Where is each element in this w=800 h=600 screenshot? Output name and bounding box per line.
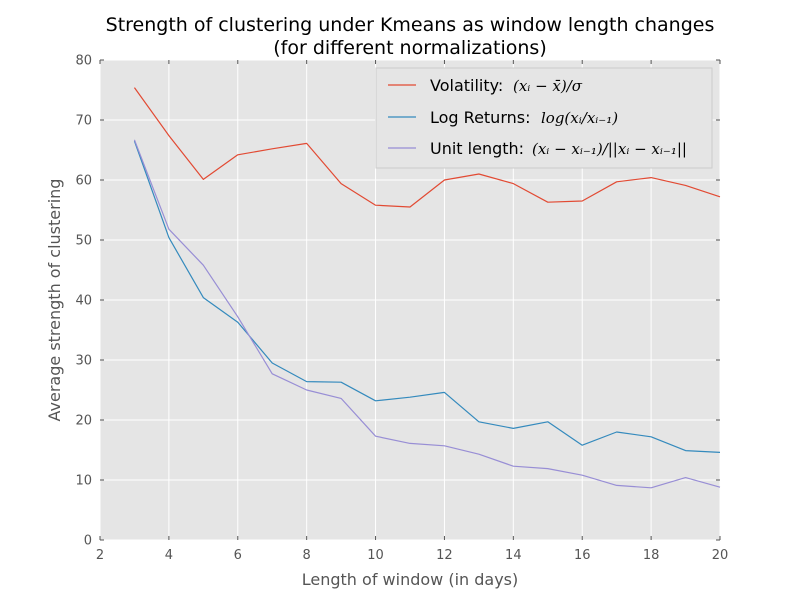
x-tick-label: 14: [505, 548, 522, 563]
chart-title: Strength of clustering under Kmeans as w…: [106, 14, 715, 36]
x-tick-label: 8: [303, 548, 311, 563]
legend-box: [375, 67, 713, 169]
x-tick-label: 2: [96, 548, 104, 563]
series-layer: [133, 87, 721, 489]
legend-label-unit-length: Unit length:: [430, 139, 524, 158]
x-tick-label: 10: [367, 548, 384, 563]
series-line-unit-length: [133, 139, 721, 489]
legend-formula-log-returns: log(xᵢ/xᵢ₋₁): [541, 109, 618, 127]
x-tick-label: 16: [574, 548, 591, 563]
legend-formula-unit-length: (xᵢ − xᵢ₋₁)/||xᵢ − xᵢ₋₁||: [532, 140, 687, 158]
series-line-volatility: [133, 87, 721, 208]
y-tick-label: 70: [75, 114, 92, 129]
legend-entry-volatility: Volatility: (xᵢ − x̄)/σ: [388, 76, 583, 95]
x-tick-label: 4: [165, 548, 173, 563]
x-axis-label: Length of window (in days): [302, 570, 519, 589]
legend-entry-log-returns: Log Returns: log(xᵢ/xᵢ₋₁): [388, 108, 618, 127]
y-axis-label: Average strength of clustering: [45, 179, 64, 422]
y-tick-label: 50: [75, 234, 92, 249]
legend-entry-unit-length: Unit length: (xᵢ − xᵢ₋₁)/||xᵢ − xᵢ₋₁||: [388, 139, 687, 158]
y-tick-label: 60: [75, 174, 92, 189]
x-tick-label: 18: [643, 548, 660, 563]
x-tick-label: 6: [234, 548, 242, 563]
x-tick-label: 12: [436, 548, 453, 563]
y-tick-label: 20: [75, 414, 92, 429]
y-tick-label: 80: [75, 54, 92, 69]
series-line-log-returns: [133, 140, 721, 453]
legend-label-log-returns: Log Returns:: [430, 108, 530, 127]
legend-formula-volatility: (xᵢ − x̄)/σ: [513, 77, 583, 95]
y-tick-label: 40: [75, 294, 92, 309]
legend: Volatility: (xᵢ − x̄)/σ Log Returns: log…: [375, 67, 713, 169]
axis-ticks: 2 4 6 8 10 12 14 16 18 20 0 10 20 30 40 50 60 70 80: [75, 54, 728, 564]
y-tick-label: 0: [84, 534, 92, 549]
y-tick-label: 30: [75, 354, 92, 369]
chart-subtitle: (for different normalizations): [273, 37, 547, 59]
y-tick-label: 10: [75, 474, 92, 489]
x-tick-label: 20: [712, 548, 729, 563]
legend-label-volatility: Volatility:: [430, 76, 503, 95]
